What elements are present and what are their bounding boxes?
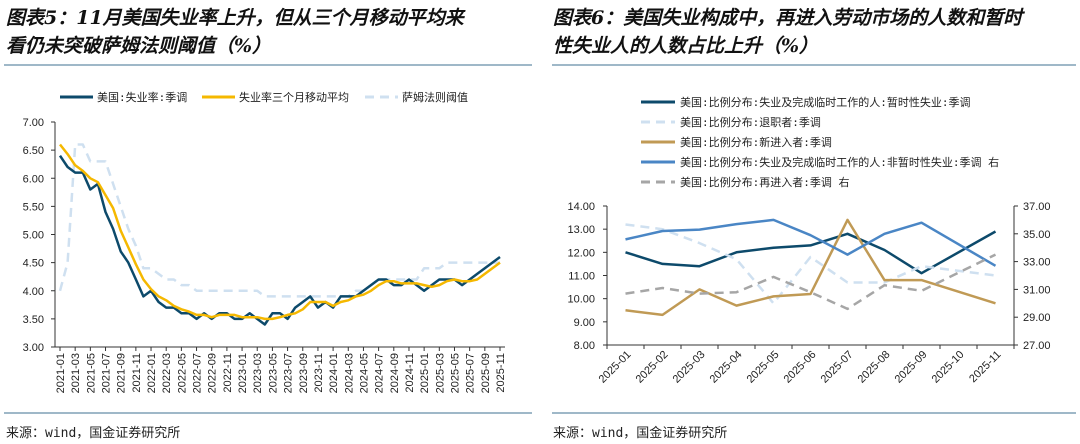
left-x-tick-label: 2021-05 — [85, 353, 97, 393]
left-series-line-2 — [58, 143, 500, 298]
right-chart-y2-tick-label: 37.00 — [1023, 201, 1051, 213]
left-y-tick-label: 4.50 — [23, 258, 44, 270]
right-chart-x-tick-label: 2025-01 — [597, 349, 634, 386]
right-chart-title: 图表6：美国失业构成中，再进入劳动市场的人数和暂时 性失业人的人数占比上升（%） — [553, 4, 1022, 60]
left-x-tick-label: 2025-03 — [434, 353, 446, 393]
left-y-tick-label: 6.00 — [23, 173, 44, 185]
right-title-line1: 图表6：美国失业构成中，再进入劳动市场的人数和暂时 — [553, 7, 1023, 29]
right-chart-x-tick-label: 2025-05 — [745, 349, 782, 386]
left-x-tick-label: 2024-09 — [389, 353, 401, 393]
left-x-tick-label: 2021-03 — [70, 353, 82, 393]
left-y-tick-label: 5.50 — [23, 201, 44, 213]
right-chart-x-tick-label: 2025-07 — [819, 349, 856, 386]
right-chart-x-tick-label: 2025-06 — [782, 349, 819, 386]
left-legend-label: 失业率三个月移动平均 — [239, 90, 349, 104]
left-x-tick-label: 2025-01 — [419, 353, 431, 393]
left-x-tick-label: 2024-03 — [343, 353, 355, 393]
left-y-tick-label: 3.50 — [23, 314, 44, 326]
left-x-tick-label: 2023-11 — [313, 353, 325, 393]
right-legend-label: 美国:比例分布:失业及完成临时工作的人:非暂时性失业:季调 右 — [680, 155, 999, 169]
right-chart-y-tick-label: 14.00 — [567, 201, 595, 213]
left-x-tick-label: 2021-09 — [116, 353, 128, 393]
right-chart-x-tick-label: 2025-08 — [856, 349, 893, 386]
right-chart-x-tick-label: 2025-02 — [634, 349, 671, 386]
right-chart-x-tick-label: 2025-11 — [967, 349, 1003, 385]
right-legend-label: 美国:比例分布:新进入者:季调 — [680, 135, 832, 149]
left-x-tick-label: 2025-11 — [495, 353, 507, 393]
right-chart-y2-tick-label: 33.00 — [1023, 257, 1051, 269]
left-legend-label: 萨姆法则阈值 — [402, 90, 468, 104]
left-x-tick-label: 2023-03 — [252, 353, 264, 393]
right-series-line-3 — [625, 218, 997, 267]
left-x-tick-label: 2024-11 — [404, 353, 416, 393]
left-x-tick-label: 2021-07 — [101, 353, 113, 393]
left-x-tick-label: 2022-03 — [161, 353, 173, 393]
right-series-line-4 — [625, 253, 997, 311]
left-y-tick-label: 6.50 — [23, 145, 44, 157]
right-legend-label: 美国:比例分布:失业及完成临时工作的人:暂时性失业:季调 — [680, 95, 971, 109]
left-x-tick-label: 2024-05 — [358, 353, 370, 393]
right-chart-x-tick-label: 2025-09 — [893, 349, 930, 386]
left-x-tick-label: 2024-01 — [328, 353, 340, 393]
left-x-tick-label: 2021-11 — [131, 353, 143, 393]
left-series-line-1 — [59, 143, 501, 321]
left-series-line-0 — [58, 155, 501, 326]
right-chart-y-tick-label: 9.00 — [574, 317, 595, 329]
left-x-tick-label: 2025-07 — [465, 353, 477, 393]
right-chart-x-tick-label: 2025-10 — [930, 349, 967, 386]
left-title-line2: 看仍未突破萨姆法则阈值（%） — [6, 35, 272, 57]
right-chart-y2-tick-label: 29.00 — [1023, 312, 1051, 324]
right-chart-y-tick-label: 10.00 — [567, 294, 595, 306]
right-series-line-0 — [625, 230, 997, 275]
left-x-tick-label: 2021-01 — [55, 353, 67, 393]
left-title-line1: 图表5：11月美国失业率上升，但从三个月移动平均来 — [6, 7, 464, 29]
right-legend-label: 美国:比例分布:退职者:季调 — [680, 115, 821, 129]
right-title-divider — [552, 64, 1076, 66]
left-title-divider — [4, 64, 532, 66]
left-x-tick-label: 2022-05 — [176, 353, 188, 393]
left-y-tick-label: 5.00 — [23, 230, 44, 242]
left-x-tick-label: 2022-09 — [207, 353, 219, 393]
left-y-tick-label: 4.00 — [23, 286, 44, 298]
right-chart-y2-tick-label: 35.00 — [1023, 229, 1051, 241]
left-legend-label: 美国:失业率:季调 — [97, 90, 187, 104]
left-x-tick-label: 2022-11 — [222, 353, 234, 393]
right-chart-x-tick-label: 2025-03 — [671, 349, 708, 386]
right-chart-y-tick-label: 8.00 — [574, 340, 595, 352]
left-x-tick-label: 2023-07 — [283, 353, 295, 393]
left-x-tick-label: 2023-05 — [267, 353, 279, 393]
right-chart-y2-tick-label: 31.00 — [1023, 284, 1051, 296]
left-y-tick-label: 7.00 — [23, 117, 44, 129]
left-x-tick-label: 2024-07 — [374, 353, 386, 393]
left-source-divider — [4, 412, 532, 414]
right-chart-y-tick-label: 11.00 — [568, 271, 595, 283]
right-chart-y-tick-label: 13.00 — [567, 224, 595, 236]
right-title-line2: 性失业人的人数占比上升（%） — [553, 35, 819, 57]
right-series-line-2 — [625, 218, 996, 317]
left-x-tick-label: 2025-09 — [480, 353, 492, 393]
right-source: 来源：wind，国金证券研究所 — [553, 426, 728, 441]
left-x-tick-label: 2023-09 — [298, 353, 310, 393]
left-source: 来源：wind，国金证券研究所 — [6, 426, 181, 441]
left-y-tick-label: 3.00 — [23, 342, 44, 354]
left-x-tick-label: 2022-01 — [146, 353, 158, 393]
left-x-tick-label: 2025-05 — [449, 353, 461, 393]
right-legend-label: 美国:比例分布:再进入者:季调 右 — [680, 175, 850, 189]
left-x-tick-label: 2022-07 — [192, 353, 204, 393]
right-series-line-1 — [625, 223, 996, 305]
left-chart-title: 图表5：11月美国失业率上升，但从三个月移动平均来 看仍未突破萨姆法则阈值（%） — [6, 4, 464, 60]
left-x-tick-label: 2023-01 — [237, 353, 249, 393]
right-chart-y2-tick-label: 27.00 — [1023, 340, 1051, 352]
right-chart-x-tick-label: 2025-04 — [708, 349, 745, 386]
right-chart-y-tick-label: 12.00 — [567, 247, 595, 259]
right-source-divider — [552, 412, 1076, 414]
